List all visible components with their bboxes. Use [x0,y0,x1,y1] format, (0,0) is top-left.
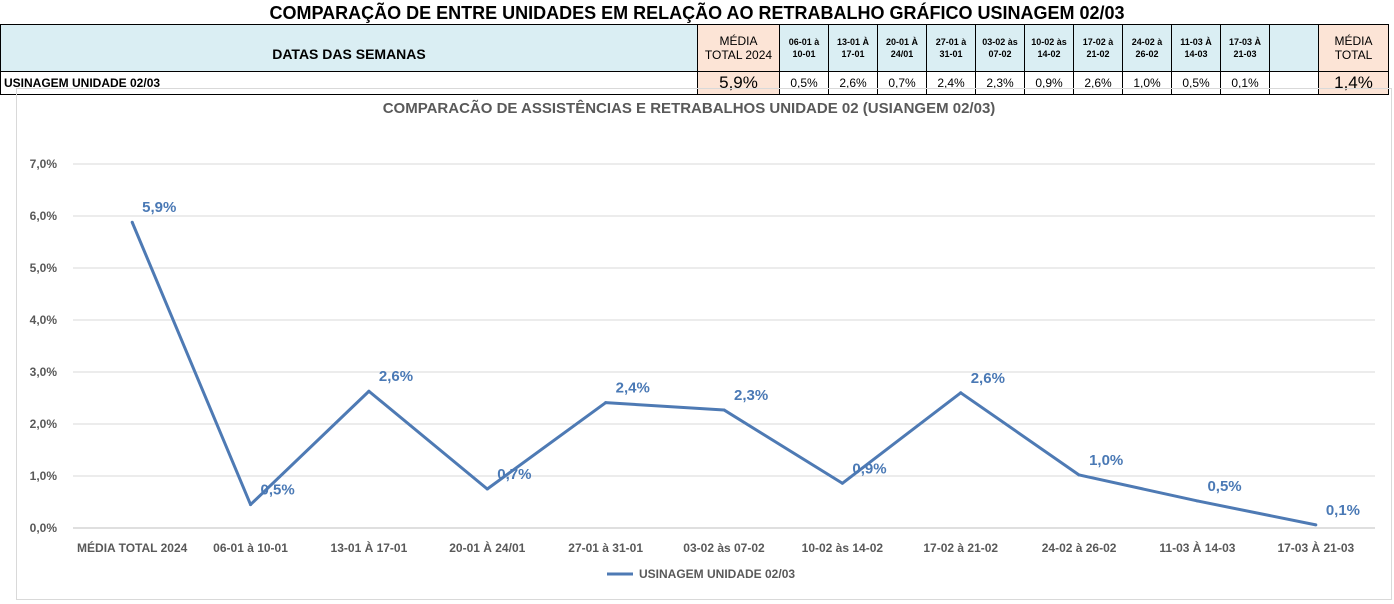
x-tick-label: MÉDIA TOTAL 2024 [77,540,188,555]
data-point [130,220,134,224]
data-label: 2,3% [734,387,768,404]
week-header-line1: 17-02 à [1082,37,1114,47]
data-point [1195,499,1199,503]
week-header: 13-01 À 17-01 [828,24,878,72]
data-label: 0,5% [1207,478,1241,495]
week-header-line1: 13-01 À [836,37,870,47]
x-tick-label: 24-02 à 26-02 [1042,541,1117,555]
week-header-line2: 07-02 [988,49,1012,59]
x-tick-label: 17-02 à 21-02 [923,541,998,555]
data-label: 0,5% [261,482,295,499]
gridlines [73,163,1375,529]
data-point [249,503,253,507]
data-label: 0,7% [497,466,531,483]
x-tick-label: 10-02 às 14-02 [802,541,884,555]
legend: USINAGEM UNIDADE 02/03 [607,567,795,581]
series [130,220,1318,527]
week-header-line2: 14-03 [1184,49,1208,59]
legend-label: USINAGEM UNIDADE 02/03 [639,567,795,581]
summary-table: DATAS DAS SEMANAS MÉDIA TOTAL 2024 06-01… [0,24,1389,95]
week-header-line1: 03-02 às [982,37,1018,47]
y-tick-label: 3,0% [30,365,58,379]
x-tick-label: 03-02 às 07-02 [683,541,765,555]
x-tick-label: 27-01 à 31-01 [568,541,643,555]
data-point [1314,523,1318,527]
week-header: 27-01 à 31-01 [926,24,976,72]
chart-title: COMPARACÃO DE ASSISTÊNCIAS E RETRABALHOS… [383,99,996,117]
y-tick-label: 0,0% [30,521,58,535]
media-total-header-line2: TOTAL [1334,48,1373,62]
y-tick-label: 5,0% [30,261,58,275]
x-axis: MÉDIA TOTAL 2024 06-01 à 10-01 13-01 À 17-… [77,540,1354,555]
week-header-line2: 24/01 [890,49,914,59]
week-header-line1: 17-03 À [1228,37,1262,47]
week-header-line2: 17-01 [841,49,865,59]
data-point [604,401,608,405]
data-point [1077,473,1081,477]
x-tick-label: 13-01 À 17-01 [331,540,408,555]
data-label: 1,0% [1089,452,1123,469]
x-tick-label: 06-01 à 10-01 [213,541,288,555]
week-header: 24-02 à 26-02 [1122,24,1172,72]
media-2024-header-line1: MÉDIA [719,34,758,48]
week-header-line2: 10-01 [792,49,816,59]
week-header-line2: 26-02 [1135,49,1159,59]
week-value: 2,6% [1073,71,1123,95]
y-tick-label: 1,0% [30,469,58,483]
data-label: 2,4% [616,380,650,397]
data-labels: 5,9% 0,5% 2,6% 0,7% 2,4% 2,3% 0,9% 2,6% 1,0% 0,5%… [142,199,1360,519]
line-chart: COMPARACÃO DE ASSISTÊNCIAS E RETRABALHOS… [30,99,1375,581]
week-value: 0,9% [1024,71,1074,95]
y-tick-label: 4,0% [30,313,58,327]
chart-area: COMPARACÃO DE ASSISTÊNCIAS E RETRABALHOS… [16,88,1392,600]
data-point [722,408,726,412]
week-header-line2: 31-01 [939,49,963,59]
y-axis: 0,0% 1,0% 2,0% 3,0% 4,0% 5,0% 6,0% 7,0% [30,157,58,535]
media-2024-header: MÉDIA TOTAL 2024 [697,24,780,72]
page-title: COMPARAÇÃO DE ENTRE UNIDADES EM RELAÇÃO … [269,3,1125,23]
data-label: 0,1% [1326,502,1360,519]
data-label: 2,6% [971,370,1005,387]
media-total-header: MÉDIA TOTAL [1318,24,1389,72]
x-tick-label: 11-03 À 14-03 [1159,540,1235,555]
data-label: 5,9% [142,199,176,216]
y-tick-label: 2,0% [30,417,58,431]
week-header-line2: 21-03 [1233,49,1257,59]
week-header-line1: 10-02 às [1031,37,1067,47]
week-header-line1: 11-03 À [1180,37,1212,47]
week-header-line1: 27-01 à [935,37,967,47]
table-row: USINAGEM UNIDADE 02/03 5,9% 0,5% 2,6% 0,… [0,71,1389,95]
data-label: 0,9% [852,460,886,477]
y-tick-label: 6,0% [30,209,58,223]
data-point [485,487,489,491]
table-header-row: DATAS DAS SEMANAS MÉDIA TOTAL 2024 06-01… [0,24,1389,72]
y-tick-label: 7,0% [30,157,58,171]
week-header: 17-02 à 21-02 [1073,24,1123,72]
week-header: 06-01 à 10-01 [779,24,829,72]
x-tick-label: 20-01 À 24/01 [449,540,525,555]
data-point [367,389,371,393]
week-header: 03-02 às 07-02 [975,24,1025,72]
data-point [840,481,844,485]
media-2024-header-line2: TOTAL 2024 [704,48,773,62]
weeks-header: DATAS DAS SEMANAS [0,24,698,72]
week-header: 17-03 À 21-03 [1220,24,1270,72]
week-header-line1: 20-01 À [885,37,919,47]
week-header: 10-02 às 14-02 [1024,24,1074,72]
data-label: 2,6% [379,368,413,385]
week-header-line2: 21-02 [1086,49,1110,59]
week-header-line1: 06-01 à [788,37,820,47]
media-total-header-line1: MÉDIA [1334,34,1373,48]
week-header: 11-03 À 14-03 [1171,24,1221,72]
week-header-line2: 14-02 [1037,49,1061,59]
week-header-line1: 24-02 à [1131,37,1163,47]
week-header: 20-01 À 24/01 [877,24,927,72]
x-tick-label: 17-03 À 21-03 [1277,540,1354,555]
blank-header-cell [1269,24,1319,72]
data-point [959,391,963,395]
